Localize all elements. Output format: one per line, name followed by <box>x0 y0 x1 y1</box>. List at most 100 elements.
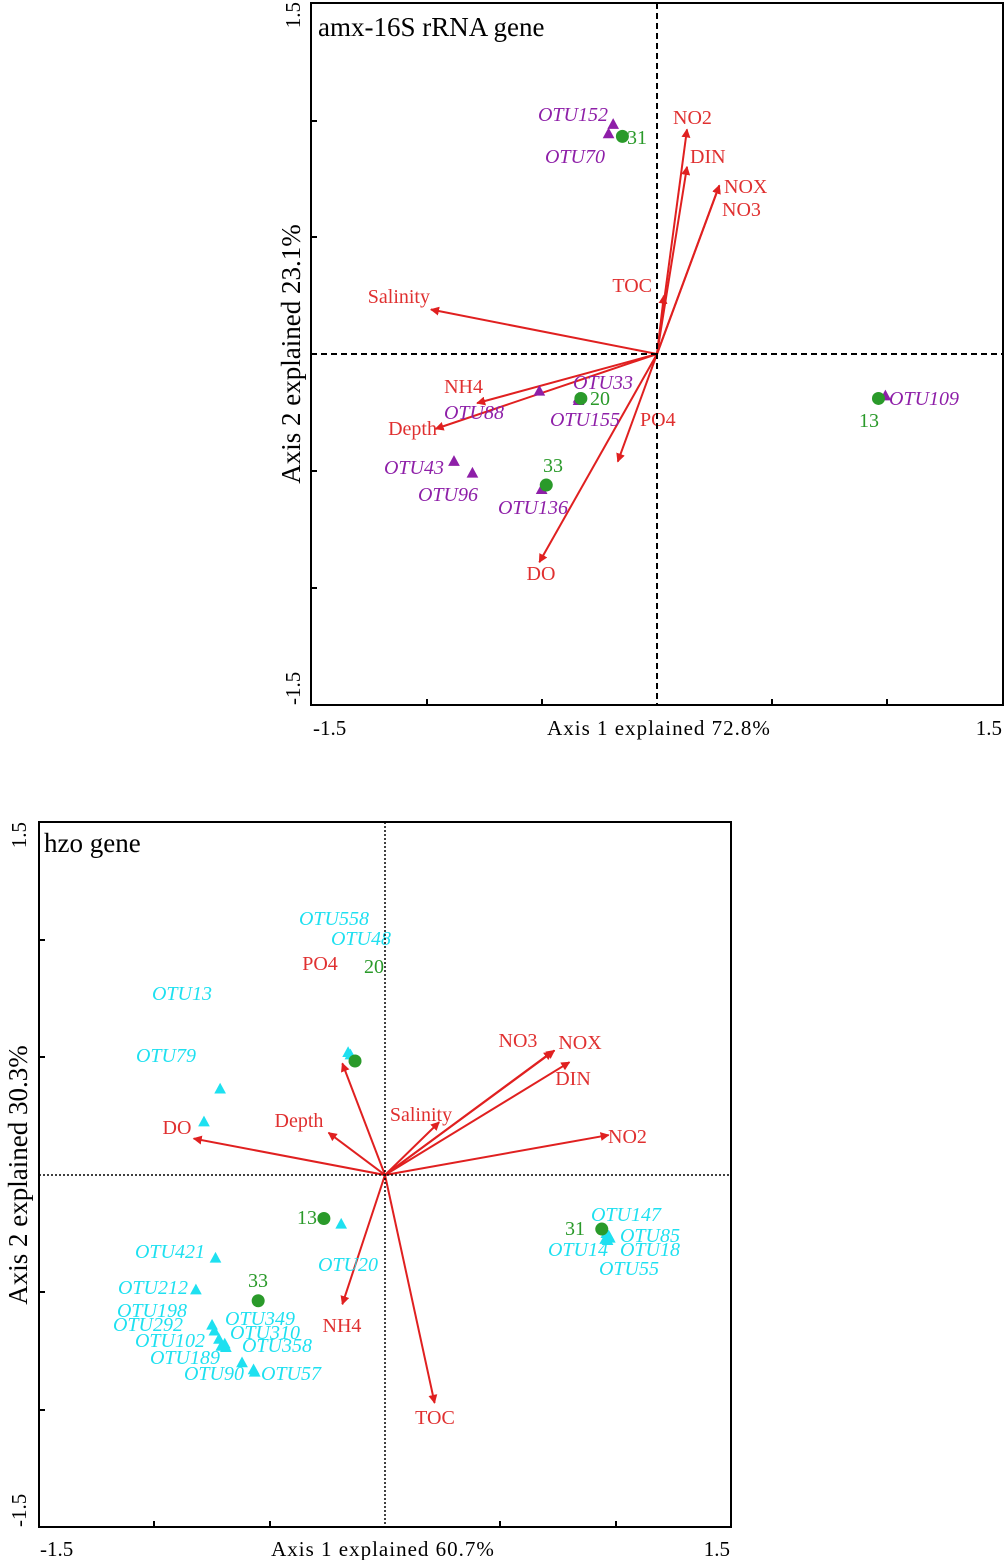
hzo-otu-point-otu57 <box>248 1365 261 1377</box>
hzo-x-tick-right: 1.5 <box>704 1537 730 1560</box>
hzo-tick-marks <box>39 939 617 1527</box>
amx-env-label-nox: NOX <box>724 176 768 198</box>
hzo-env-vector-do <box>192 1135 386 1176</box>
hzo-otu-label-otu18: OTU18 <box>620 1239 680 1261</box>
amx-otu-label-otu70: OTU70 <box>545 146 605 168</box>
amx-y-tick-bottom: -1.5 <box>281 672 305 705</box>
hzo-ordination-panel: PO4 NO3 NOX DIN NO2 Salinity Depth DO NH4 TOC OTU5… <box>3 821 732 1560</box>
hzo-site-label-33: 33 <box>248 1270 268 1292</box>
amx-env-vector-nh4 <box>476 353 658 406</box>
hzo-otu-label-otu292: OTU292 <box>113 1314 183 1336</box>
amx-otu-label-otu88: OTU88 <box>444 402 504 424</box>
hzo-site-label-13: 13 <box>297 1207 317 1229</box>
hzo-env-label-depth: Depth <box>275 1110 324 1132</box>
hzo-site-label-31: 31 <box>565 1218 585 1240</box>
hzo-env-vector-din <box>384 1061 571 1176</box>
hzo-chart-title: hzo gene <box>44 828 141 858</box>
amx-env-label-no3: NO3 <box>722 199 761 221</box>
hzo-env-vector-salinity <box>384 1121 440 1176</box>
hzo-otu-label-otu147: OTU147 <box>591 1204 662 1226</box>
hzo-otu-label-otu358: OTU358 <box>242 1335 312 1357</box>
hzo-otu-point-otu20 <box>335 1217 348 1229</box>
hzo-x-axis-label: Axis 1 explained 60.7% <box>271 1537 495 1560</box>
hzo-env-vector-toc <box>384 1174 438 1404</box>
amx-otu-label-otu33: OTU33 <box>573 372 633 394</box>
hzo-otu-label-otu90: OTU90 <box>184 1363 244 1385</box>
amx-site-point-20 <box>574 391 588 405</box>
hzo-env-vector-no2 <box>384 1132 610 1176</box>
hzo-env-label-do: DO <box>163 1117 192 1139</box>
hzo-otu-point-otu212 <box>190 1283 202 1295</box>
amx-env-vector-toc <box>656 294 668 355</box>
hzo-otu-point-otu13 <box>214 1082 226 1094</box>
hzo-env-label-no2: NO2 <box>608 1126 647 1148</box>
hzo-env-label-nox: NOX <box>558 1032 602 1054</box>
amx-env-label-do: DO <box>527 563 556 585</box>
hzo-otu-label-otu79: OTU79 <box>136 1045 196 1067</box>
amx-chart-title: amx-16S rRNA gene <box>318 12 544 42</box>
hzo-env-vector-nox <box>384 1049 556 1176</box>
amx-x-axis-label: Axis 1 explained 72.8% <box>547 716 771 740</box>
hzo-otu-label-otu57: OTU57 <box>261 1363 322 1385</box>
amx-otu-label-otu136: OTU136 <box>498 497 568 519</box>
hzo-y-tick-top: 1.5 <box>7 822 31 848</box>
hzo-site-point-20 <box>348 1054 362 1068</box>
hzo-env-vector-po4 <box>341 1062 386 1176</box>
hzo-site-point-31 <box>595 1222 609 1236</box>
amx-env-label-din: DIN <box>690 146 726 168</box>
hzo-otu-point-otu421 <box>209 1251 222 1263</box>
hzo-otu-label-otu55: OTU55 <box>599 1258 659 1280</box>
amx-otu-point-otu43 <box>448 455 460 466</box>
hzo-x-tick-left: -1.5 <box>40 1537 73 1560</box>
amx-otu-point-otu96 <box>466 466 479 478</box>
amx-site-label-31: 31 <box>627 127 647 149</box>
hzo-otu-point-otu79 <box>198 1115 210 1127</box>
hzo-otu-label-otu85: OTU85 <box>620 1225 680 1247</box>
amx-env-vector-po4 <box>616 353 658 463</box>
amx-env-label-salinity: Salinity <box>368 286 430 308</box>
amx-otu-point-otu152 <box>607 118 620 129</box>
hzo-otu-point-otu189 <box>236 1356 248 1368</box>
hzo-env-label-no3: NO3 <box>499 1030 538 1052</box>
amx-env-vector-depth <box>434 353 658 431</box>
hzo-otu-label-otu198: OTU198 <box>117 1300 187 1322</box>
hzo-otu-point-otu292 <box>208 1324 221 1336</box>
hzo-y-axis-label: Axis 2 explained 30.3% <box>3 1045 33 1304</box>
hzo-otu-point-otu358 <box>220 1341 232 1352</box>
amx-otu-label-otu109: OTU109 <box>889 388 959 410</box>
hzo-otu-label-otu48: OTU48 <box>331 928 391 950</box>
hzo-env-vector-depth <box>327 1131 386 1176</box>
hzo-otu-label-otu558: OTU558 <box>299 908 369 930</box>
hzo-y-tick-bottom: -1.5 <box>7 1494 31 1527</box>
hzo-env-label-po4: PO4 <box>302 953 338 975</box>
hzo-otu-point-otu198 <box>206 1318 218 1330</box>
amx-otu-point-otu88 <box>533 384 546 396</box>
hzo-otu-label-otu102: OTU102 <box>135 1330 205 1352</box>
hzo-otu-label-otu310: OTU310 <box>230 1322 300 1344</box>
amx-site-label-33: 33 <box>543 455 563 477</box>
hzo-site-point-33 <box>251 1294 265 1308</box>
hzo-otu-point-otu55 <box>603 1231 616 1243</box>
hzo-plot-marks: PO4 NO3 NOX DIN NO2 Salinity Depth DO NH4 TOC OTU5… <box>113 908 680 1429</box>
amx-site-point-31 <box>615 129 629 143</box>
amx-x-tick-right: 1.5 <box>976 716 1002 740</box>
amx-env-label-no2: NO2 <box>673 107 712 129</box>
hzo-env-label-nh4: NH4 <box>323 1315 362 1337</box>
amx-env-label-nh4: NH4 <box>444 376 483 398</box>
amx-otu-point-otu70 <box>602 127 615 139</box>
hzo-otu-label-otu13: OTU13 <box>152 983 212 1005</box>
hzo-site-point-13 <box>317 1211 331 1225</box>
hzo-otu-label-otu212: OTU212 <box>118 1277 188 1299</box>
amx-env-vector-no3 <box>656 184 721 355</box>
amx-site-label-20: 20 <box>590 388 610 410</box>
hzo-otu-label-otu20: OTU20 <box>318 1254 378 1276</box>
amx-otu-label-otu152: OTU152 <box>538 104 608 126</box>
amx-env-vector-salinity <box>430 306 658 355</box>
amx-site-point-13 <box>871 391 885 405</box>
amx-env-vector-do <box>538 353 658 564</box>
hzo-otu-point-otu349 <box>213 1333 225 1344</box>
amx-env-label-po4: PO4 <box>640 409 676 431</box>
